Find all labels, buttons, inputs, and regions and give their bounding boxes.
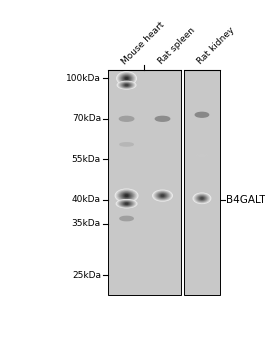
Ellipse shape (122, 193, 131, 198)
Text: Rat kidney: Rat kidney (196, 26, 236, 66)
Ellipse shape (197, 195, 207, 201)
Ellipse shape (154, 191, 171, 201)
Ellipse shape (156, 192, 169, 199)
Ellipse shape (118, 201, 135, 207)
Ellipse shape (122, 83, 131, 87)
Ellipse shape (124, 84, 129, 86)
Ellipse shape (118, 190, 136, 201)
Ellipse shape (201, 198, 203, 199)
Ellipse shape (198, 196, 206, 201)
Ellipse shape (120, 192, 133, 199)
Ellipse shape (123, 76, 130, 81)
Ellipse shape (195, 112, 209, 117)
Ellipse shape (125, 195, 128, 196)
Ellipse shape (119, 201, 134, 206)
Ellipse shape (121, 83, 132, 88)
Ellipse shape (126, 203, 128, 204)
Ellipse shape (155, 117, 170, 121)
Ellipse shape (125, 203, 129, 204)
Ellipse shape (158, 193, 167, 198)
Ellipse shape (122, 202, 131, 205)
Ellipse shape (162, 195, 164, 196)
Ellipse shape (193, 193, 211, 203)
Ellipse shape (124, 76, 130, 80)
Ellipse shape (194, 194, 210, 203)
Bar (184, 70, 220, 295)
Text: 70kDa: 70kDa (72, 114, 101, 123)
Ellipse shape (161, 195, 165, 197)
Ellipse shape (155, 191, 170, 200)
Ellipse shape (123, 203, 130, 205)
Ellipse shape (120, 83, 133, 88)
Text: Mouse heart: Mouse heart (120, 20, 166, 66)
Ellipse shape (200, 197, 204, 199)
Ellipse shape (117, 81, 136, 89)
Ellipse shape (119, 73, 134, 84)
Ellipse shape (120, 143, 133, 146)
Ellipse shape (116, 190, 137, 202)
Ellipse shape (117, 200, 136, 207)
Ellipse shape (160, 194, 165, 197)
Ellipse shape (153, 190, 172, 201)
Ellipse shape (121, 193, 132, 199)
Text: B4GALT3: B4GALT3 (226, 195, 265, 205)
Ellipse shape (122, 75, 131, 82)
Ellipse shape (196, 154, 207, 156)
Text: 25kDa: 25kDa (72, 271, 101, 280)
Ellipse shape (198, 196, 205, 200)
Ellipse shape (195, 194, 209, 202)
Text: 35kDa: 35kDa (72, 219, 101, 229)
Ellipse shape (119, 82, 134, 88)
Ellipse shape (118, 82, 135, 89)
Text: 55kDa: 55kDa (72, 155, 101, 164)
Ellipse shape (199, 197, 205, 200)
Ellipse shape (157, 193, 168, 199)
Ellipse shape (116, 199, 137, 208)
Ellipse shape (115, 189, 138, 202)
Ellipse shape (121, 202, 132, 206)
Ellipse shape (120, 216, 133, 221)
Ellipse shape (119, 117, 134, 121)
Text: 100kDa: 100kDa (66, 74, 101, 83)
Bar (108, 70, 181, 295)
Ellipse shape (118, 72, 135, 84)
Ellipse shape (120, 74, 133, 83)
Ellipse shape (119, 191, 134, 200)
Ellipse shape (159, 194, 166, 198)
Ellipse shape (196, 195, 208, 202)
Ellipse shape (125, 77, 129, 80)
Ellipse shape (120, 201, 133, 206)
Text: 40kDa: 40kDa (72, 195, 101, 204)
Ellipse shape (126, 78, 127, 79)
Ellipse shape (117, 72, 136, 85)
Ellipse shape (123, 84, 130, 87)
Ellipse shape (125, 84, 129, 86)
Text: Rat spleen: Rat spleen (156, 26, 196, 66)
Ellipse shape (121, 75, 132, 82)
Ellipse shape (124, 194, 129, 197)
Ellipse shape (123, 194, 130, 197)
